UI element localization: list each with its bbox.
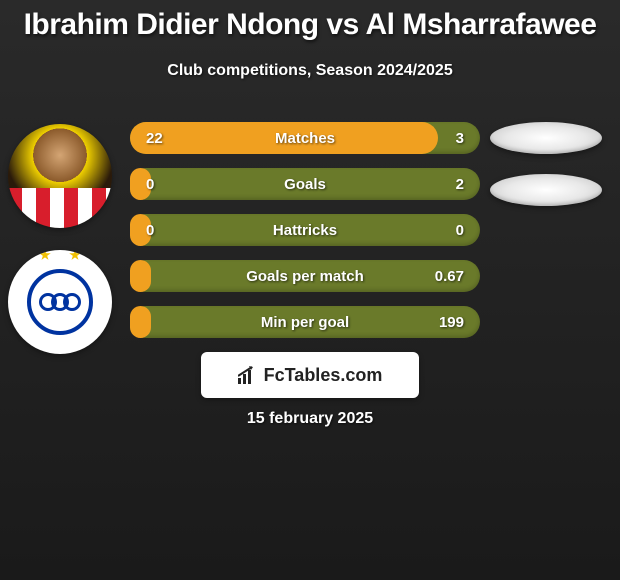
page-title: Ibrahim Didier Ndong vs Al Msharrafawee bbox=[0, 0, 620, 42]
side-blob-1 bbox=[490, 122, 602, 154]
stat-label: Goals per match bbox=[130, 268, 480, 285]
side-blob-2 bbox=[490, 174, 602, 206]
stat-right: 2 bbox=[434, 176, 464, 193]
stat-label: Hattricks bbox=[130, 222, 480, 239]
stat-right: 0 bbox=[434, 222, 464, 239]
stat-bar-goals: 0 Goals 2 bbox=[130, 168, 480, 200]
subtitle: Club competitions, Season 2024/2025 bbox=[0, 62, 620, 80]
fctables-logo[interactable]: FcTables.com bbox=[201, 352, 419, 398]
stat-bar-min-per-goal: Min per goal 199 bbox=[130, 306, 480, 338]
stat-right: 3 bbox=[434, 130, 464, 147]
stat-right: 199 bbox=[434, 314, 464, 331]
logo-text: FcTables.com bbox=[264, 365, 383, 386]
avatar-column bbox=[8, 124, 118, 376]
bar-chart-icon bbox=[238, 366, 258, 384]
date-text: 15 february 2025 bbox=[0, 410, 620, 428]
stat-bar-hattricks: 0 Hattricks 0 bbox=[130, 214, 480, 246]
stat-right: 0.67 bbox=[434, 268, 464, 285]
stat-label: Matches bbox=[130, 130, 480, 147]
club-rings-icon bbox=[42, 293, 78, 311]
club-crest-icon bbox=[27, 269, 93, 335]
stat-label: Goals bbox=[130, 176, 480, 193]
stat-label: Min per goal bbox=[130, 314, 480, 331]
stat-bar-goals-per-match: Goals per match 0.67 bbox=[130, 260, 480, 292]
club-avatar bbox=[8, 250, 112, 354]
stat-bar-matches: 22 Matches 3 bbox=[130, 122, 480, 154]
stats-bars: 22 Matches 3 0 Goals 2 0 Hattricks 0 Goa… bbox=[130, 122, 480, 352]
player-avatar bbox=[8, 124, 112, 228]
